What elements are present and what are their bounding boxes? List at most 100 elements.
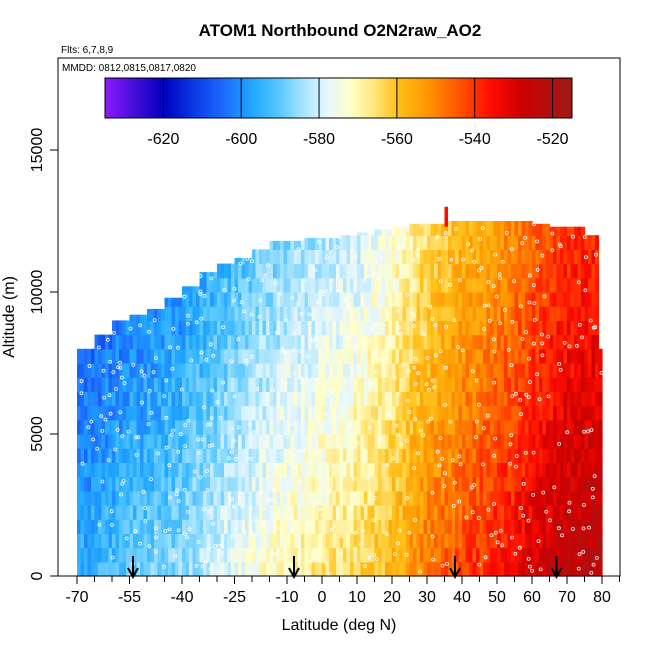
heatmap-cell [511, 547, 516, 563]
heatmap-cell [150, 377, 155, 392]
heatmap-cell [262, 505, 267, 520]
heatmap-cell [84, 405, 89, 421]
heatmap-cell [560, 334, 565, 350]
heatmap-cell [539, 223, 544, 236]
heatmap-cell [535, 223, 540, 236]
heatmap-cell [549, 377, 554, 392]
heatmap-cell [584, 249, 589, 265]
sample-point [385, 463, 390, 467]
sample-point [457, 499, 462, 504]
heatmap-cell [570, 226, 575, 236]
heatmap-cell [591, 547, 596, 563]
heatmap-cell [185, 434, 190, 449]
sample-point [330, 389, 335, 394]
heatmap-cell [493, 249, 498, 265]
heatmap-cell [469, 277, 474, 293]
heatmap-cell [206, 363, 211, 378]
heatmap-cell [213, 391, 218, 407]
colorbar-swatch [385, 78, 389, 118]
heatmap-cell [367, 490, 372, 506]
heatmap-cell [112, 320, 117, 336]
profile-marker-arrowhead [550, 567, 563, 580]
heatmap-cell [511, 334, 516, 350]
x-tick-label: -40 [170, 589, 193, 606]
sample-point [353, 530, 358, 535]
heatmap-cell [514, 405, 519, 421]
sample-point [399, 244, 404, 249]
heatmap-cell [542, 561, 547, 577]
heatmap-cell [532, 391, 537, 407]
sample-point [232, 504, 237, 509]
heatmap-cell [476, 561, 481, 577]
heatmap-cell [290, 561, 295, 577]
heatmap-cell [518, 419, 523, 435]
sample-point [456, 345, 460, 349]
sample-point [406, 369, 411, 374]
heatmap-cell [448, 221, 453, 236]
heatmap-cell [556, 320, 561, 336]
heatmap-cell [189, 334, 194, 350]
heatmap-cell [325, 490, 330, 506]
colorbar-swatch [167, 78, 171, 118]
heatmap-cell [262, 292, 267, 307]
heatmap-cell [336, 377, 341, 392]
sample-point [470, 369, 475, 374]
heatmap-cell [476, 547, 481, 563]
heatmap-cell [339, 292, 344, 307]
heatmap-cell [255, 533, 260, 549]
heatmap-cell [231, 320, 236, 336]
heatmap-cell [441, 405, 446, 421]
heatmap-cell [220, 348, 225, 364]
heatmap-cell [399, 462, 404, 478]
heatmap-cell [392, 363, 397, 378]
heatmap-cell [444, 334, 449, 350]
heatmap-cell [416, 419, 421, 435]
sample-point [373, 271, 377, 276]
heatmap-cell [441, 448, 446, 463]
sample-point [361, 301, 366, 306]
heatmap-cell [465, 419, 470, 435]
sample-point [176, 345, 180, 350]
heatmap-cell [560, 519, 565, 534]
heatmap-cell [563, 561, 568, 577]
sample-point [142, 373, 147, 378]
heatmap-cell [185, 561, 190, 577]
heatmap-cell [521, 334, 526, 350]
sample-point [413, 382, 418, 387]
heatmap-cell [371, 448, 376, 463]
heatmap-cell [189, 547, 194, 563]
heatmap-cell [528, 348, 533, 364]
heatmap-cell [217, 363, 222, 378]
heatmap-cell [371, 277, 376, 293]
heatmap-cell [567, 448, 572, 463]
heatmap-cell [413, 448, 418, 463]
sample-point [100, 428, 105, 433]
heatmap-cell [427, 448, 432, 463]
heatmap-cell [217, 306, 222, 321]
heatmap-cell [493, 519, 498, 534]
heatmap-cell [266, 533, 271, 549]
heatmap-cell [521, 292, 526, 307]
heatmap-cell [409, 505, 414, 520]
heatmap-cell [556, 306, 561, 321]
colorbar-swatch [512, 78, 517, 118]
heatmap-cell [231, 348, 236, 364]
sample-point [222, 288, 227, 292]
heatmap-cell [574, 334, 579, 350]
heatmap-cell [171, 334, 176, 350]
heatmap-cell [378, 320, 383, 336]
heatmap-cell [584, 490, 589, 506]
heatmap-cell [105, 391, 110, 407]
heatmap-cell [231, 263, 236, 279]
sample-point [396, 308, 401, 313]
heatmap-cell [490, 320, 495, 336]
heatmap-cell [553, 505, 558, 520]
colorbar-tick-label: -520 [537, 131, 569, 148]
heatmap-cell [294, 561, 299, 577]
heatmap-cell [584, 462, 589, 478]
heatmap-cell [549, 306, 554, 321]
heatmap-cell [399, 235, 404, 250]
heatmap-cell [224, 434, 229, 449]
colorbar-swatch [263, 78, 268, 118]
heatmap-cell [490, 519, 495, 534]
